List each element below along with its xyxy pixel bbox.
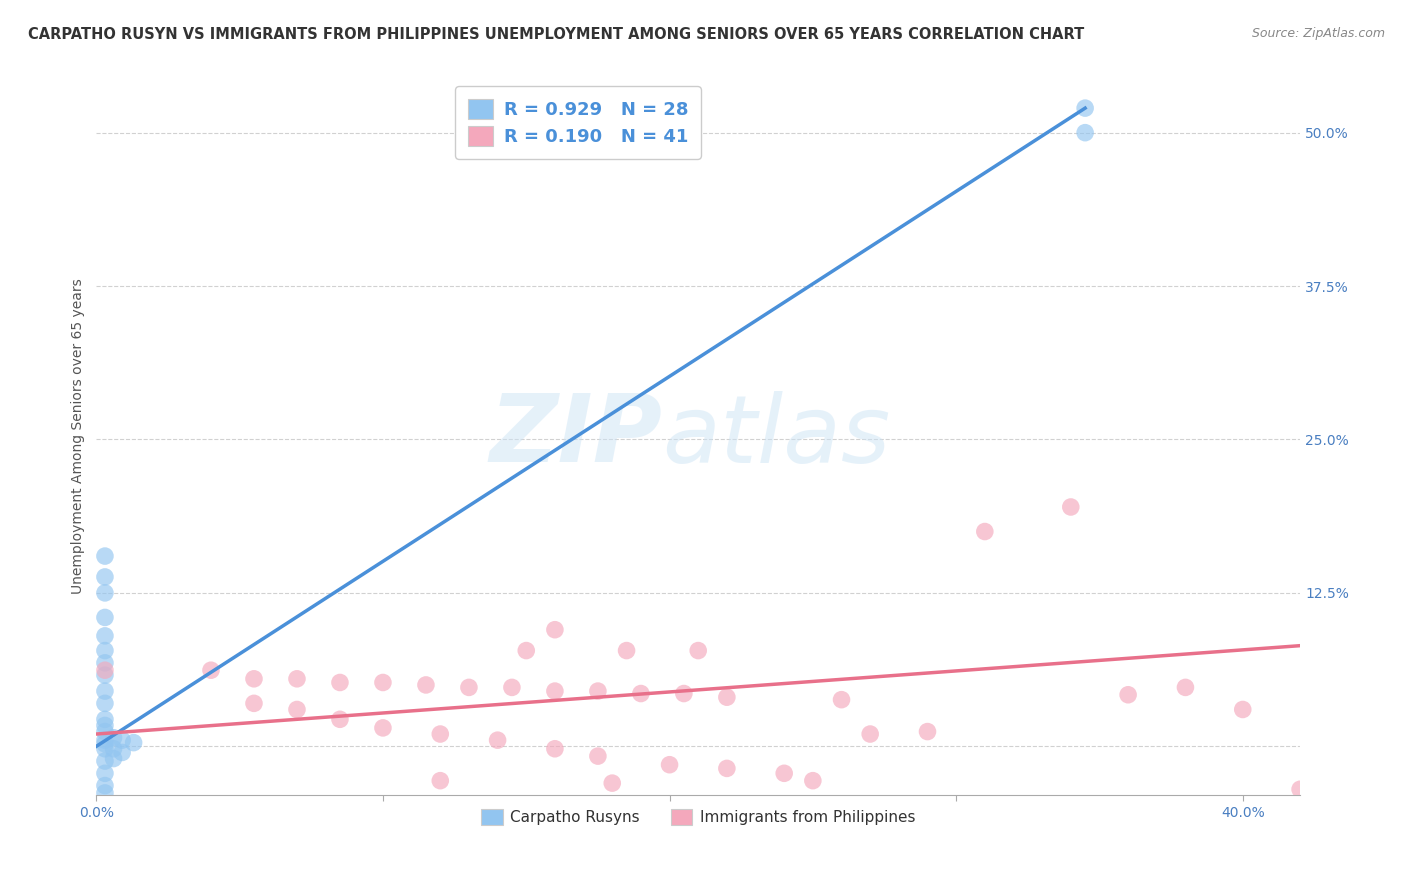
Point [329,675,352,690]
Point [103,751,125,765]
Point [831,692,853,706]
Point [94,570,117,584]
Point [630,687,652,701]
Point [1060,500,1083,514]
Point [94,733,117,747]
Point [486,733,509,747]
Point [103,731,125,745]
Point [801,773,824,788]
Point [122,736,145,750]
Point [716,690,738,705]
Text: Source: ZipAtlas.com: Source: ZipAtlas.com [1251,27,1385,40]
Point [94,741,117,756]
Point [111,733,134,747]
Point [371,675,394,690]
Point [94,663,117,677]
Point [544,684,567,698]
Point [672,687,695,701]
Point [94,684,117,698]
Point [243,672,266,686]
Point [94,754,117,768]
Point [773,766,796,780]
Point [111,746,134,760]
Point [1116,688,1139,702]
Text: ZIP: ZIP [489,391,662,483]
Point [1232,702,1254,716]
Point [94,724,117,739]
Point [544,741,567,756]
Point [515,643,537,657]
Point [94,656,117,670]
Text: CARPATHO RUSYN VS IMMIGRANTS FROM PHILIPPINES UNEMPLOYMENT AMONG SENIORS OVER 65: CARPATHO RUSYN VS IMMIGRANTS FROM PHILIP… [28,27,1084,42]
Point [94,786,117,800]
Point [429,773,451,788]
Point [94,712,117,726]
Point [200,663,222,677]
Point [94,779,117,793]
Point [371,721,394,735]
Point [658,757,681,772]
Point [1074,126,1097,140]
Point [616,643,638,657]
Point [586,749,609,764]
Point [103,741,125,756]
Point [243,697,266,711]
Legend: Carpatho Rusyns, Immigrants from Philippines: Carpatho Rusyns, Immigrants from Philipp… [472,800,924,834]
Point [285,702,308,716]
Point [1074,101,1097,115]
Point [1174,681,1197,695]
Point [94,629,117,643]
Point [429,727,451,741]
Point [94,586,117,600]
Point [859,727,882,741]
Point [586,684,609,698]
Y-axis label: Unemployment Among Seniors over 65 years: Unemployment Among Seniors over 65 years [72,278,86,594]
Point [501,681,523,695]
Point [94,737,117,751]
Point [94,718,117,732]
Point [544,623,567,637]
Point [94,549,117,563]
Point [285,672,308,686]
Point [688,643,710,657]
Text: atlas: atlas [662,391,890,482]
Point [458,681,481,695]
Point [973,524,995,539]
Point [94,610,117,624]
Point [600,776,623,790]
Point [1289,782,1312,797]
Point [94,697,117,711]
Point [415,678,437,692]
Point [94,643,117,657]
Point [94,668,117,682]
Point [94,766,117,780]
Point [716,761,738,775]
Point [917,724,939,739]
Point [329,712,352,726]
